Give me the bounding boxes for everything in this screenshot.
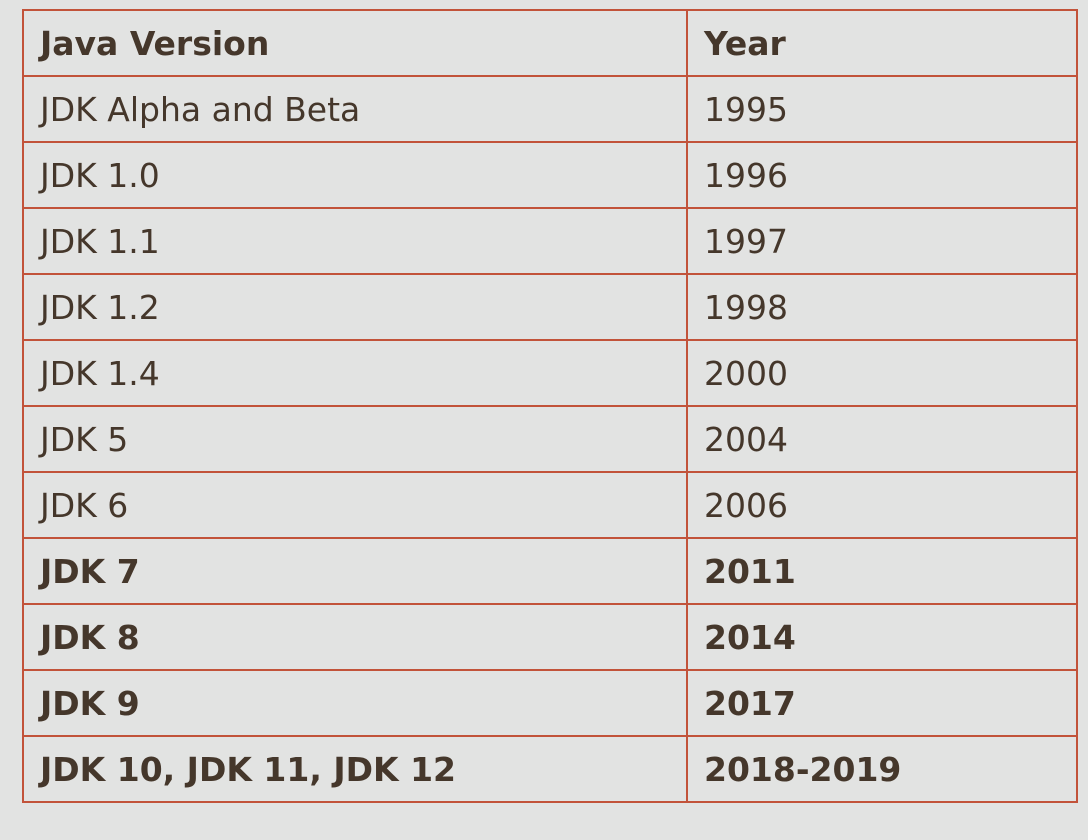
table-row: JDK 1.4 2000 [22, 339, 1078, 407]
version-cell: JDK 1.0 [22, 141, 688, 209]
year-cell: 2018-2019 [686, 735, 1078, 803]
table-row: JDK 5 2004 [22, 405, 1078, 473]
version-cell: JDK 1.4 [22, 339, 688, 407]
year-cell: 1995 [686, 75, 1078, 143]
version-cell: JDK 9 [22, 669, 688, 737]
version-cell: JDK 1.1 [22, 207, 688, 275]
table-row: JDK 1.1 1997 [22, 207, 1078, 275]
year-cell: 1998 [686, 273, 1078, 341]
table-row: JDK 1.2 1998 [22, 273, 1078, 341]
table-row: JDK Alpha and Beta 1995 [22, 75, 1078, 143]
year-cell: 2011 [686, 537, 1078, 605]
table-row: JDK 9 2017 [22, 669, 1078, 737]
year-cell: 2006 [686, 471, 1078, 539]
table-row: JDK 1.0 1996 [22, 141, 1078, 209]
table-row: JDK 6 2006 [22, 471, 1078, 539]
year-cell: 1996 [686, 141, 1078, 209]
year-cell: 1997 [686, 207, 1078, 275]
table-body: Java Version Year JDK Alpha and Beta 199… [22, 9, 1078, 803]
header-java-version: Java Version [22, 9, 688, 77]
year-cell: 2004 [686, 405, 1078, 473]
version-cell: JDK 7 [22, 537, 688, 605]
table-row: JDK 8 2014 [22, 603, 1078, 671]
version-cell: JDK Alpha and Beta [22, 75, 688, 143]
table-header-row: Java Version Year [22, 9, 1078, 77]
table-row: JDK 10, JDK 11, JDK 12 2018-2019 [22, 735, 1078, 803]
year-cell: 2000 [686, 339, 1078, 407]
version-cell: JDK 10, JDK 11, JDK 12 [22, 735, 688, 803]
header-year: Year [686, 9, 1078, 77]
version-cell: JDK 8 [22, 603, 688, 671]
java-versions-table: Java Version Year JDK Alpha and Beta 199… [22, 9, 1078, 803]
year-cell: 2014 [686, 603, 1078, 671]
year-cell: 2017 [686, 669, 1078, 737]
table-row: JDK 7 2011 [22, 537, 1078, 605]
version-cell: JDK 6 [22, 471, 688, 539]
version-cell: JDK 1.2 [22, 273, 688, 341]
version-cell: JDK 5 [22, 405, 688, 473]
